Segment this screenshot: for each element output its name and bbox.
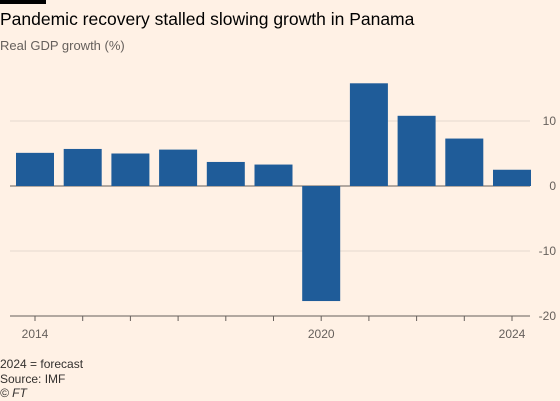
chart-footer: 2024 = forecast Source: IMF © FT [0,357,83,401]
x-axis: 2014 2020 2024 [10,315,530,341]
chart-subtitle: Real GDP growth (%) [0,38,125,53]
source-note: Source: IMF [0,371,66,386]
brand-bar [0,0,46,4]
y-tick-label: -20 [539,309,557,323]
bar [111,153,150,186]
bar [16,152,54,186]
bar [63,148,102,186]
bar [159,149,198,186]
x-tick-label: 2020 [308,327,335,341]
y-axis-labels: 10 0 -10 -20 [539,114,557,323]
bar [445,138,484,186]
forecast-note: 2024 = forecast [0,357,84,371]
bars [16,83,531,302]
y-tick-label: 10 [543,114,557,128]
bar [206,161,245,186]
y-tick-label: 0 [549,179,556,193]
bar [302,186,341,302]
bar [397,115,436,186]
bar [349,83,388,186]
bar [254,164,293,186]
x-tick-label: 2014 [22,327,49,341]
credit-note: © FT [0,386,27,400]
bar [493,169,531,186]
x-tick-label: 2024 [499,327,526,341]
y-tick-label: -10 [539,244,557,258]
chart-title: Pandemic recovery stalled slowing growth… [0,9,415,29]
